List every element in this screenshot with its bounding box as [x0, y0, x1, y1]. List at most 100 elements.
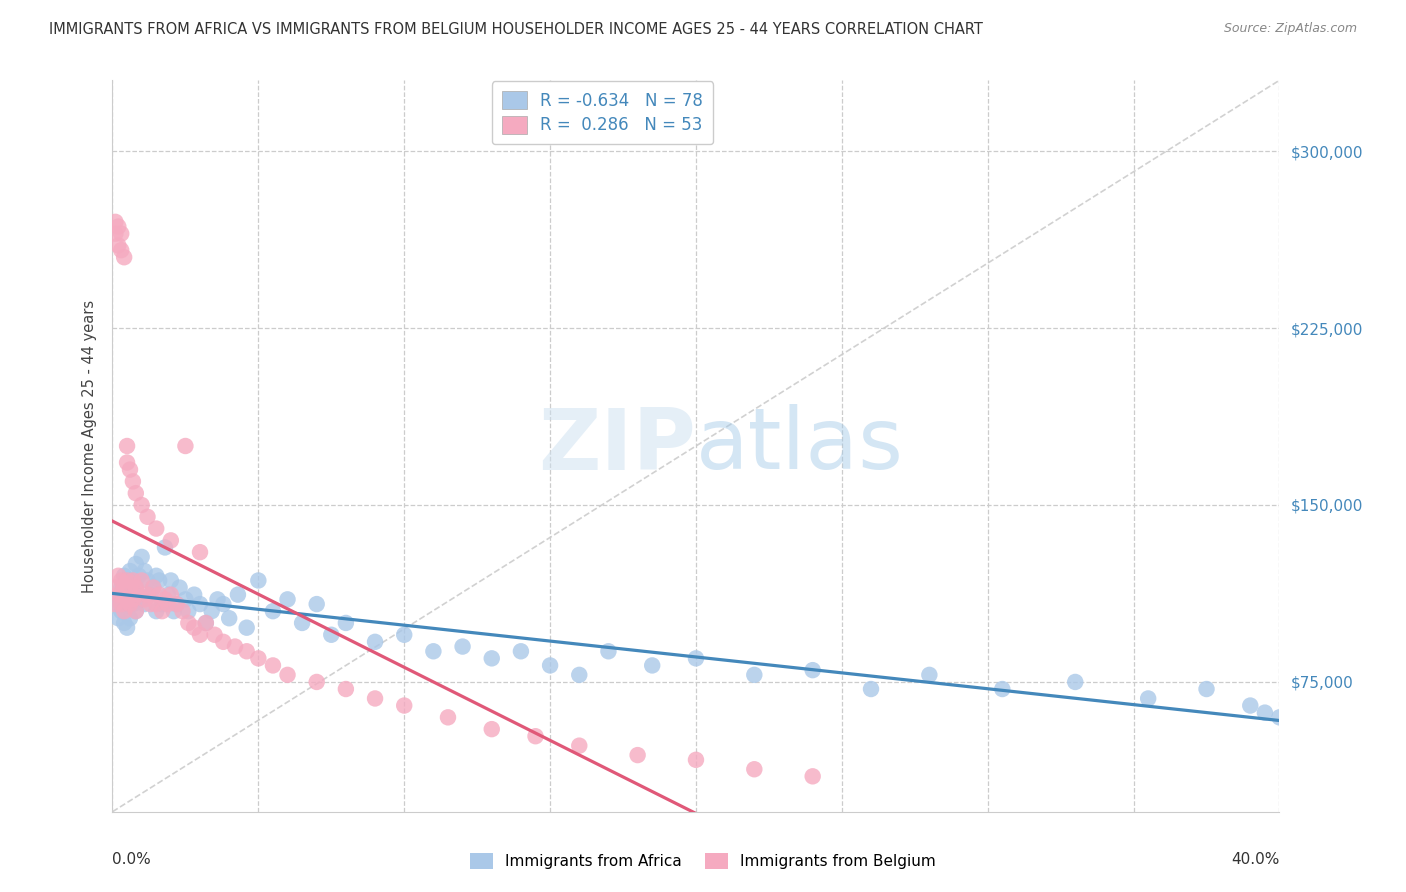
Point [188, 628, 211, 642]
Point [742, 762, 765, 776]
Point [128, 588, 150, 602]
Point [139, 588, 162, 602]
Point [112, 581, 135, 595]
Point [107, 611, 129, 625]
Text: 40.0%: 40.0% [1232, 852, 1279, 867]
Point [148, 574, 170, 588]
Point [118, 597, 141, 611]
Point [125, 604, 148, 618]
Point [110, 227, 132, 241]
Point [224, 640, 246, 654]
Point [247, 574, 270, 588]
Point [212, 597, 235, 611]
Point [104, 597, 127, 611]
Point [122, 592, 145, 607]
Text: Source: ZipAtlas.com: Source: ZipAtlas.com [1223, 22, 1357, 36]
Point [112, 250, 135, 264]
Point [685, 753, 707, 767]
Point [125, 604, 148, 618]
Point [174, 439, 197, 453]
Point [568, 739, 591, 753]
Point [107, 568, 129, 582]
Point [183, 588, 205, 602]
Point [110, 243, 132, 257]
Point [235, 644, 257, 658]
Point [112, 615, 135, 630]
Point [188, 597, 211, 611]
Point [131, 498, 153, 512]
Point [991, 681, 1014, 696]
Point [627, 748, 650, 763]
Point [291, 615, 314, 630]
Point [218, 611, 240, 625]
Point [335, 681, 357, 696]
Point [305, 597, 328, 611]
Point [110, 581, 132, 595]
Point [139, 597, 162, 611]
Point [394, 698, 416, 713]
Point [110, 604, 132, 618]
Point [160, 533, 183, 548]
Point [685, 651, 707, 665]
Point [122, 574, 145, 588]
Point [177, 615, 200, 630]
Point [118, 581, 141, 595]
Point [150, 597, 173, 611]
Point [145, 604, 167, 618]
Point [156, 597, 179, 611]
Point [262, 658, 284, 673]
Point [131, 574, 153, 588]
Point [125, 581, 148, 595]
Point [1195, 681, 1218, 696]
Point [183, 621, 205, 635]
Point [641, 658, 664, 673]
Point [276, 592, 298, 607]
Point [918, 668, 941, 682]
Point [104, 592, 127, 607]
Point [115, 592, 138, 607]
Y-axis label: Householder Income Ages 25 - 44 years: Householder Income Ages 25 - 44 years [82, 300, 97, 592]
Point [110, 574, 132, 588]
Point [742, 668, 765, 682]
Point [134, 597, 156, 611]
Point [1254, 706, 1277, 720]
Point [172, 604, 194, 618]
Point [364, 635, 387, 649]
Point [148, 588, 170, 602]
Point [128, 568, 150, 582]
Legend: Immigrants from Africa, Immigrants from Belgium: Immigrants from Africa, Immigrants from … [464, 847, 942, 875]
Point [122, 597, 145, 611]
Point [394, 628, 416, 642]
Point [153, 541, 176, 555]
Point [160, 574, 183, 588]
Point [118, 462, 141, 476]
Point [305, 675, 328, 690]
Point [801, 663, 824, 677]
Point [156, 588, 179, 602]
Point [160, 588, 183, 602]
Point [226, 588, 249, 602]
Point [118, 588, 141, 602]
Point [801, 769, 824, 783]
Text: atlas: atlas [696, 404, 904, 488]
Point [1268, 710, 1291, 724]
Point [568, 668, 591, 682]
Point [1239, 698, 1261, 713]
Point [481, 651, 503, 665]
Point [115, 574, 138, 588]
Point [437, 710, 460, 724]
Point [166, 597, 188, 611]
Point [107, 597, 129, 611]
Point [142, 581, 165, 595]
Point [118, 564, 141, 578]
Point [104, 215, 127, 229]
Point [115, 574, 138, 588]
Point [188, 545, 211, 559]
Point [145, 568, 167, 582]
Point [134, 564, 156, 578]
Point [115, 597, 138, 611]
Point [150, 604, 173, 618]
Point [422, 644, 444, 658]
Point [107, 219, 129, 234]
Point [145, 522, 167, 536]
